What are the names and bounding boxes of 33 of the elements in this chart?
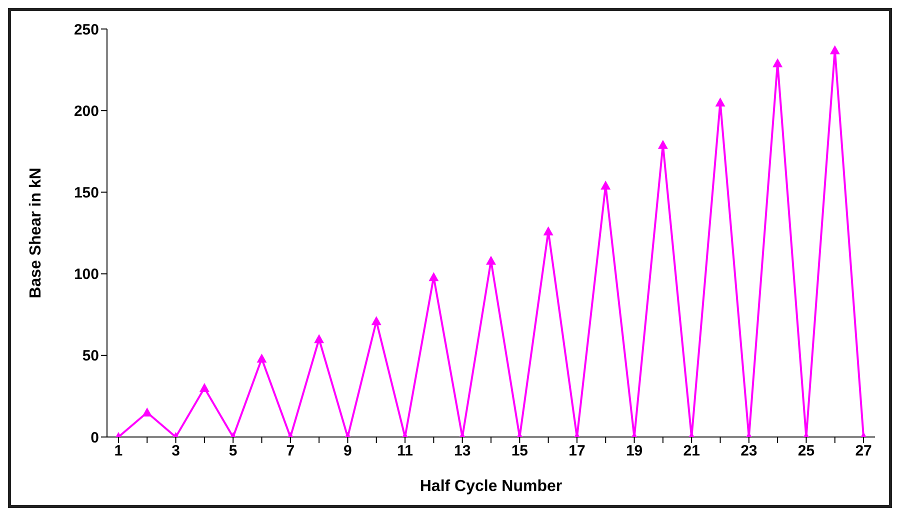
y-tick-label: 50 [82,348,99,365]
y-tick-label: 0 [90,429,99,446]
x-tick-label: 19 [626,442,643,460]
x-tick-label: 15 [511,442,528,460]
point [486,256,496,265]
x-tick-label: 13 [454,442,471,460]
point [371,316,382,326]
point [428,272,439,282]
x-tick-label: 17 [568,442,586,460]
x-tick-label: 1 [114,442,123,460]
y-axis-title: Base Shear in kN [28,168,45,298]
y-tick-label: 100 [74,266,99,284]
point [543,226,554,236]
x-tick-label: 7 [286,442,295,460]
point [600,180,611,190]
y-tick-label: 200 [74,102,99,120]
x-tick-label: 27 [855,442,872,460]
point [772,58,783,68]
x-tick-label: 5 [228,442,238,460]
x-tick-label: 11 [397,442,413,460]
y-tick-label: 150 [74,184,99,202]
x-tick-label: 21 [683,442,700,460]
point [715,97,726,106]
point [830,45,840,54]
point [658,140,668,149]
x-tick-label: 25 [798,442,815,460]
point [314,334,324,344]
x-axis-title: Half Cycle Number [420,478,562,495]
point [256,354,267,363]
x-tick-label: 9 [344,442,352,460]
x-tick-label: 23 [740,442,758,460]
y-tick-label: 250 [74,21,99,38]
x-tick-label: 3 [172,442,180,460]
